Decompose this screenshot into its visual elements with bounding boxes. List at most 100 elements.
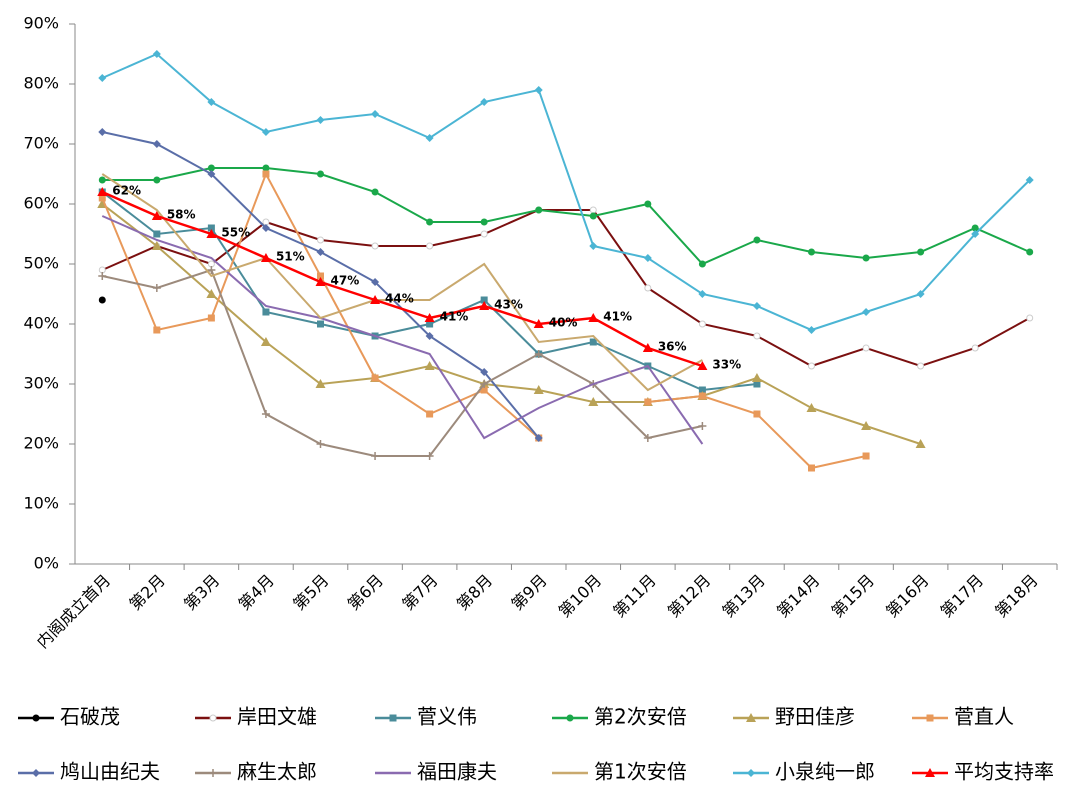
legend-marker [569, 772, 572, 775]
legend-label: 石破茂 [60, 705, 120, 729]
point [316, 116, 325, 124]
point [424, 361, 435, 370]
point [698, 290, 707, 298]
x-tick-label: 第15月 [828, 571, 878, 621]
point [480, 230, 488, 238]
legend-marker [392, 772, 395, 775]
data-label: 62% [112, 184, 141, 198]
series [102, 268, 703, 457]
point [207, 314, 215, 322]
data-label: 43% [494, 298, 523, 312]
point [210, 275, 213, 278]
y-tick-label: 90% [23, 14, 59, 33]
point [642, 343, 653, 352]
point [697, 361, 708, 370]
point [480, 296, 488, 304]
x-tick-label: 第8月 [453, 571, 496, 614]
series-line [101, 173, 703, 392]
point [319, 317, 322, 320]
point [371, 452, 380, 460]
point [1026, 248, 1034, 256]
data-label: 36% [658, 340, 687, 354]
legend-marker [389, 714, 397, 722]
point [643, 434, 652, 442]
point [97, 187, 108, 196]
point [206, 289, 217, 298]
legend-marker [209, 714, 217, 722]
x-tick-label: 第12月 [664, 571, 714, 621]
point [98, 176, 106, 184]
point [480, 98, 489, 106]
y-tick-label: 10% [23, 494, 59, 513]
point [261, 224, 270, 232]
series-line [101, 209, 1031, 368]
point [151, 211, 162, 220]
series-line [101, 190, 703, 368]
point [428, 353, 431, 356]
point [153, 326, 161, 334]
x-tick-label: 内阁成立首月 [33, 571, 114, 652]
point [370, 295, 381, 304]
point [1026, 314, 1034, 322]
legend-label: 菅直人 [954, 705, 1014, 729]
x-tick-label: 第6月 [344, 571, 387, 614]
point [207, 266, 216, 274]
point [371, 188, 379, 196]
point [753, 332, 761, 340]
legend-label: 第1次安倍 [594, 760, 687, 784]
legend-label: 小泉纯一郎 [775, 760, 875, 784]
series [101, 171, 867, 470]
point [426, 242, 434, 250]
x-tick-label: 第2月 [126, 571, 169, 614]
point [480, 386, 488, 394]
point [862, 452, 870, 460]
y-tick-label: 20% [23, 434, 59, 453]
point [426, 410, 434, 418]
point [260, 253, 271, 262]
point [371, 278, 380, 286]
point [317, 272, 324, 280]
point [152, 284, 161, 292]
point [698, 260, 706, 268]
point [98, 296, 106, 304]
series [102, 167, 1031, 266]
point [207, 98, 216, 106]
point [533, 385, 544, 394]
point [592, 335, 595, 338]
point [261, 410, 270, 418]
point [698, 392, 706, 400]
point [426, 320, 434, 328]
y-tick-label: 70% [23, 134, 59, 153]
legend-marker [32, 769, 40, 777]
point [316, 248, 325, 256]
point [916, 290, 925, 298]
point [753, 380, 761, 388]
x-tick-label: 第10月 [555, 571, 605, 621]
point [425, 452, 434, 460]
point [862, 308, 871, 316]
point [480, 368, 489, 376]
data-label: 33% [712, 358, 741, 372]
point [428, 299, 431, 302]
point [646, 365, 649, 368]
point [315, 379, 326, 388]
point [808, 248, 815, 256]
point [589, 338, 597, 346]
legend-marker [746, 713, 756, 722]
series [101, 52, 1031, 332]
point [317, 170, 324, 178]
point [701, 443, 704, 446]
data-label: 58% [167, 208, 196, 222]
point [262, 308, 270, 316]
legend-label: 野田佳彦 [775, 705, 855, 729]
point [101, 173, 104, 176]
point [424, 313, 435, 322]
point [153, 176, 161, 184]
point [317, 236, 324, 244]
y-tick-label: 30% [23, 374, 59, 393]
point [98, 194, 106, 202]
point [971, 344, 979, 352]
series-line [101, 171, 867, 470]
point [537, 341, 540, 344]
point [207, 224, 215, 232]
